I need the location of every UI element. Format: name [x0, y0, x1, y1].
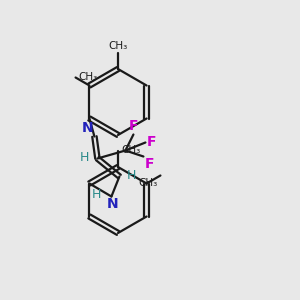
Text: CH₃: CH₃	[121, 145, 140, 155]
Text: N: N	[82, 121, 93, 134]
Text: F: F	[129, 119, 138, 134]
Text: H: H	[80, 151, 89, 164]
Text: CH₃: CH₃	[108, 41, 128, 51]
Text: CH₃: CH₃	[138, 178, 158, 188]
Text: CH₃: CH₃	[79, 71, 98, 82]
Text: H: H	[92, 188, 101, 201]
Text: N: N	[106, 197, 118, 212]
Text: F: F	[146, 134, 156, 148]
Text: F: F	[144, 158, 154, 172]
Text: H: H	[126, 169, 136, 182]
